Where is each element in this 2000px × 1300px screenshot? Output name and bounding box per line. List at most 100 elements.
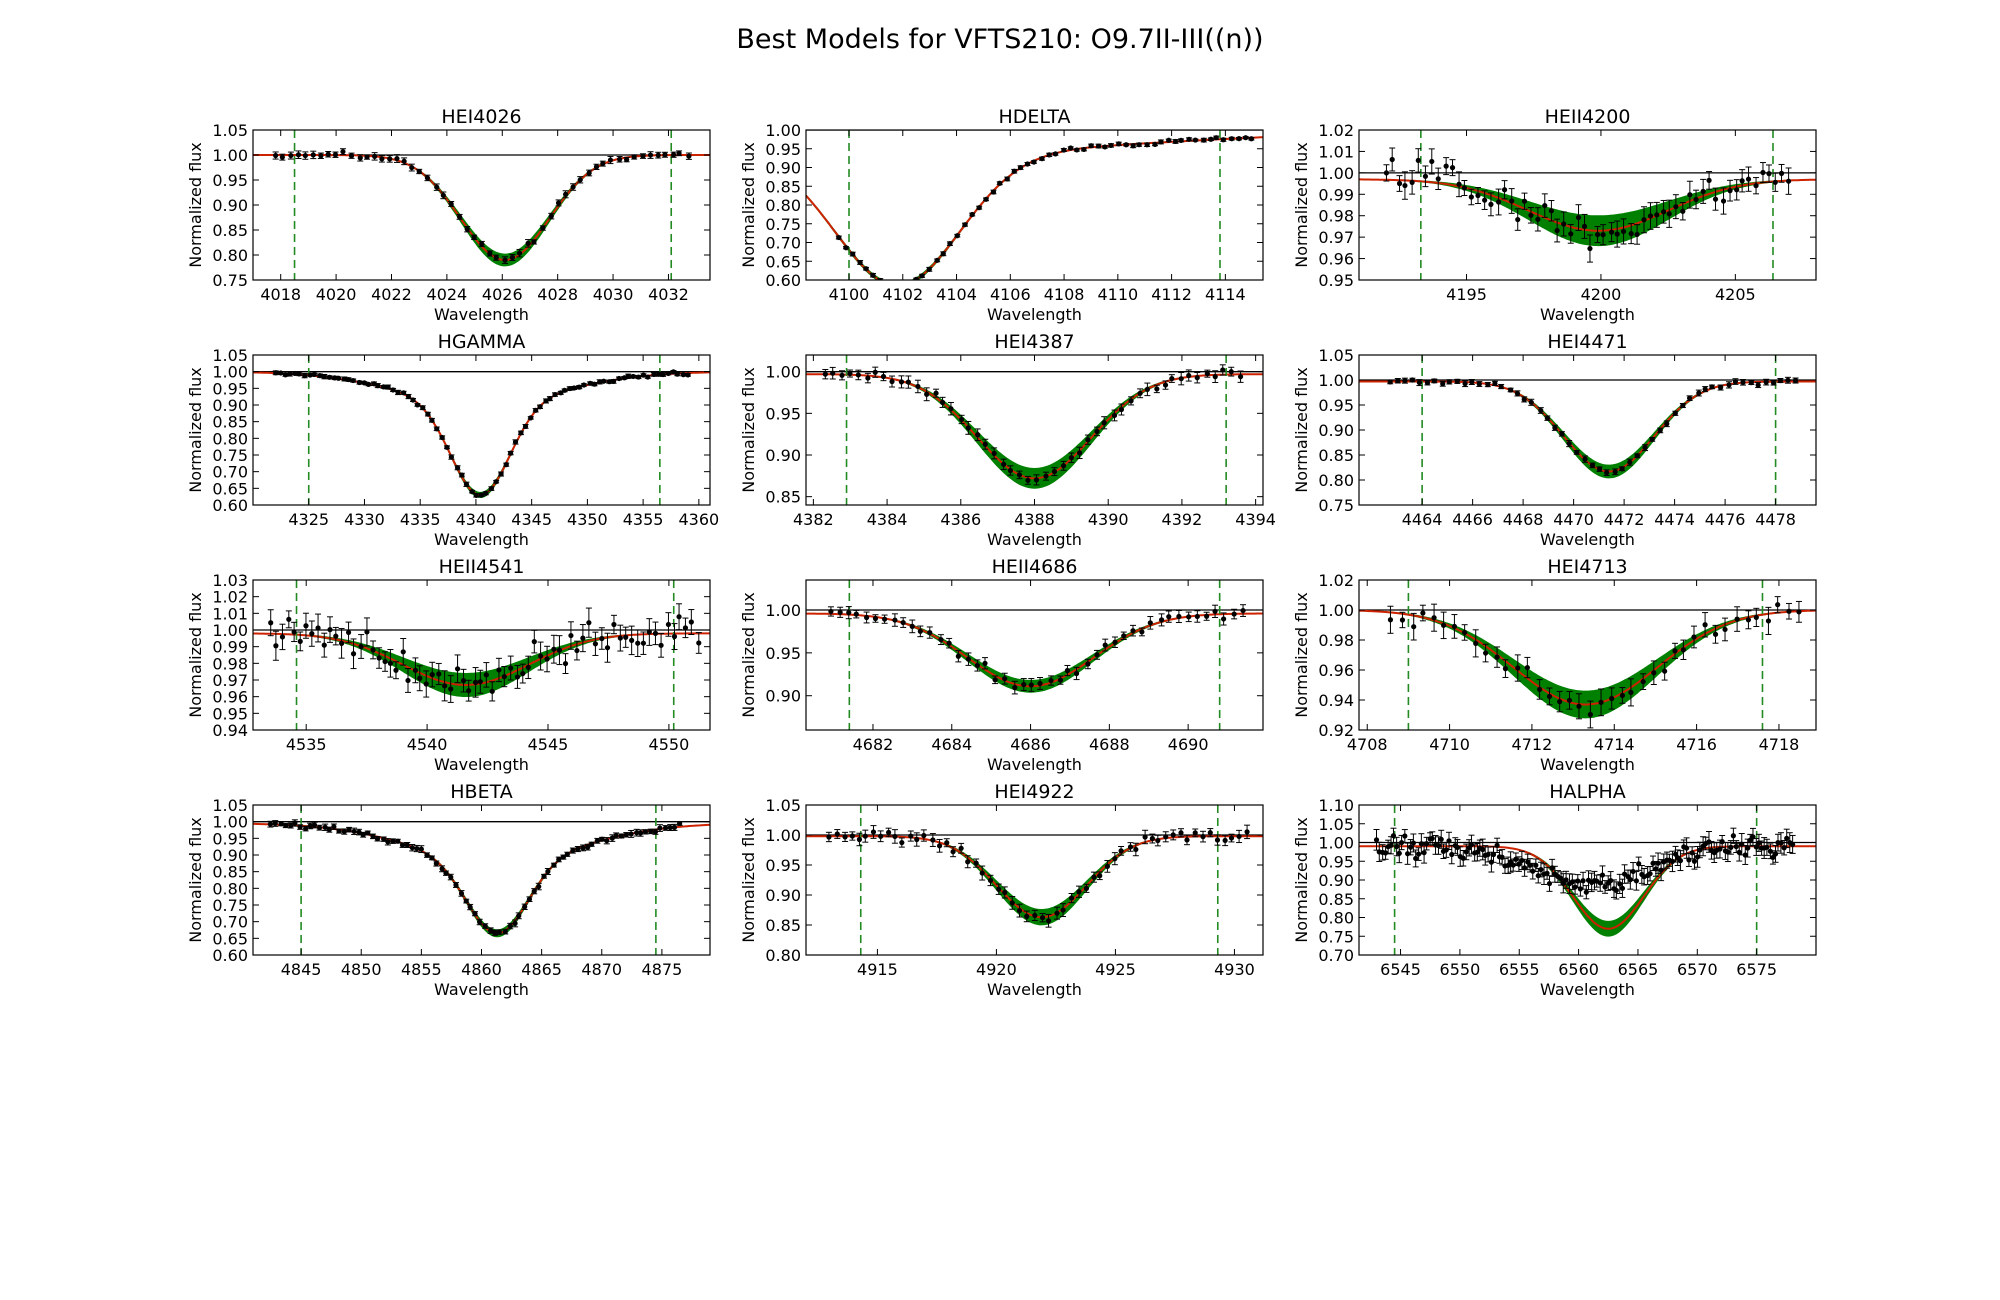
data-marker [414,845,420,852]
data-point [1031,909,1038,921]
data-point [1389,147,1396,172]
data-point [1095,143,1102,149]
data-marker [618,833,624,839]
data-marker [1016,472,1023,478]
data-point [591,381,598,387]
data-marker [556,856,562,863]
data-marker [1598,699,1604,705]
data-marker [1004,176,1010,182]
data-marker [962,222,968,228]
data-marker [958,845,964,851]
data-marker [1243,135,1249,141]
x-tick-label: 6575 [1736,960,1777,979]
data-point [1534,207,1541,232]
y-tick-label: 1.00 [212,813,248,832]
data-point [1024,475,1031,485]
y-tick-label: 0.95 [1318,852,1354,871]
data-point [1435,167,1442,191]
data-point [1068,452,1075,463]
data-point [877,830,884,843]
x-tick-label: 4114 [1205,285,1246,304]
data-marker [601,378,607,384]
data-point [1778,163,1785,183]
data-marker [1415,157,1421,164]
data-point [1769,850,1776,865]
data-point [992,675,999,685]
data-marker [502,257,508,263]
data-point [1573,449,1580,456]
data-point [311,821,318,829]
data-marker [592,641,599,647]
x-tick-label: 6570 [1677,960,1718,979]
data-marker [1727,188,1733,194]
data-marker [1028,682,1034,688]
data-marker [302,372,308,379]
data-point [676,820,683,827]
data-point [1528,398,1535,406]
data-point [1702,612,1709,638]
data-point [1075,885,1082,898]
data-point [1130,143,1137,149]
data-point [562,190,569,199]
data-marker [1717,384,1724,391]
y-tick-label: 0.96 [212,688,248,707]
data-marker [1760,169,1766,176]
data-marker [463,898,469,904]
data-point [507,450,514,456]
data-point [1170,829,1177,841]
data-marker [326,827,332,833]
data-marker [548,213,554,219]
data-point [618,833,625,839]
data-marker [543,398,549,404]
data-point [1602,880,1609,894]
data-marker [1136,142,1142,148]
data-marker [1051,469,1058,475]
data-marker [434,184,440,190]
data-marker [1112,856,1118,862]
data-marker [1163,834,1169,840]
data-marker [1530,868,1536,874]
data-marker [1722,626,1728,633]
data-point [1733,179,1740,201]
data-point [338,628,345,659]
data-marker [1002,676,1008,682]
data-marker [939,399,946,405]
data-marker [1387,617,1394,623]
data-point [493,254,500,261]
data-marker [409,164,415,171]
data-marker [1449,165,1456,171]
data-marker [1651,670,1657,676]
data-point [946,637,953,649]
x-tick-label: 4550 [649,735,690,754]
data-marker [648,828,654,835]
data-point [652,828,659,835]
data-marker [1647,871,1653,877]
data-marker [1178,830,1184,836]
data-point [1627,869,1634,890]
y-tick-label: 0.80 [212,879,248,898]
data-marker [1614,231,1620,237]
data-point [1138,627,1145,637]
data-point [1524,656,1531,679]
data-point [358,634,365,659]
data-point [846,369,853,378]
data-marker [273,152,279,159]
x-tick-label: 4388 [1014,510,1055,529]
data-point [943,838,950,848]
model-line [1359,609,1816,706]
x-tick-label: 4360 [678,510,719,529]
data-marker [356,379,363,386]
data-marker [604,645,611,651]
y-axis-label: Normalized flux [739,592,758,718]
data-point [1236,829,1243,844]
data-marker [974,662,980,669]
y-tick-label: 0.98 [1318,207,1354,226]
data-point [384,838,391,846]
data-point [341,376,348,382]
data-marker [982,441,988,447]
data-point [1428,148,1435,175]
data-point [592,631,599,656]
data-point [1194,610,1201,623]
data-marker [1402,378,1408,384]
data-point [448,454,455,460]
